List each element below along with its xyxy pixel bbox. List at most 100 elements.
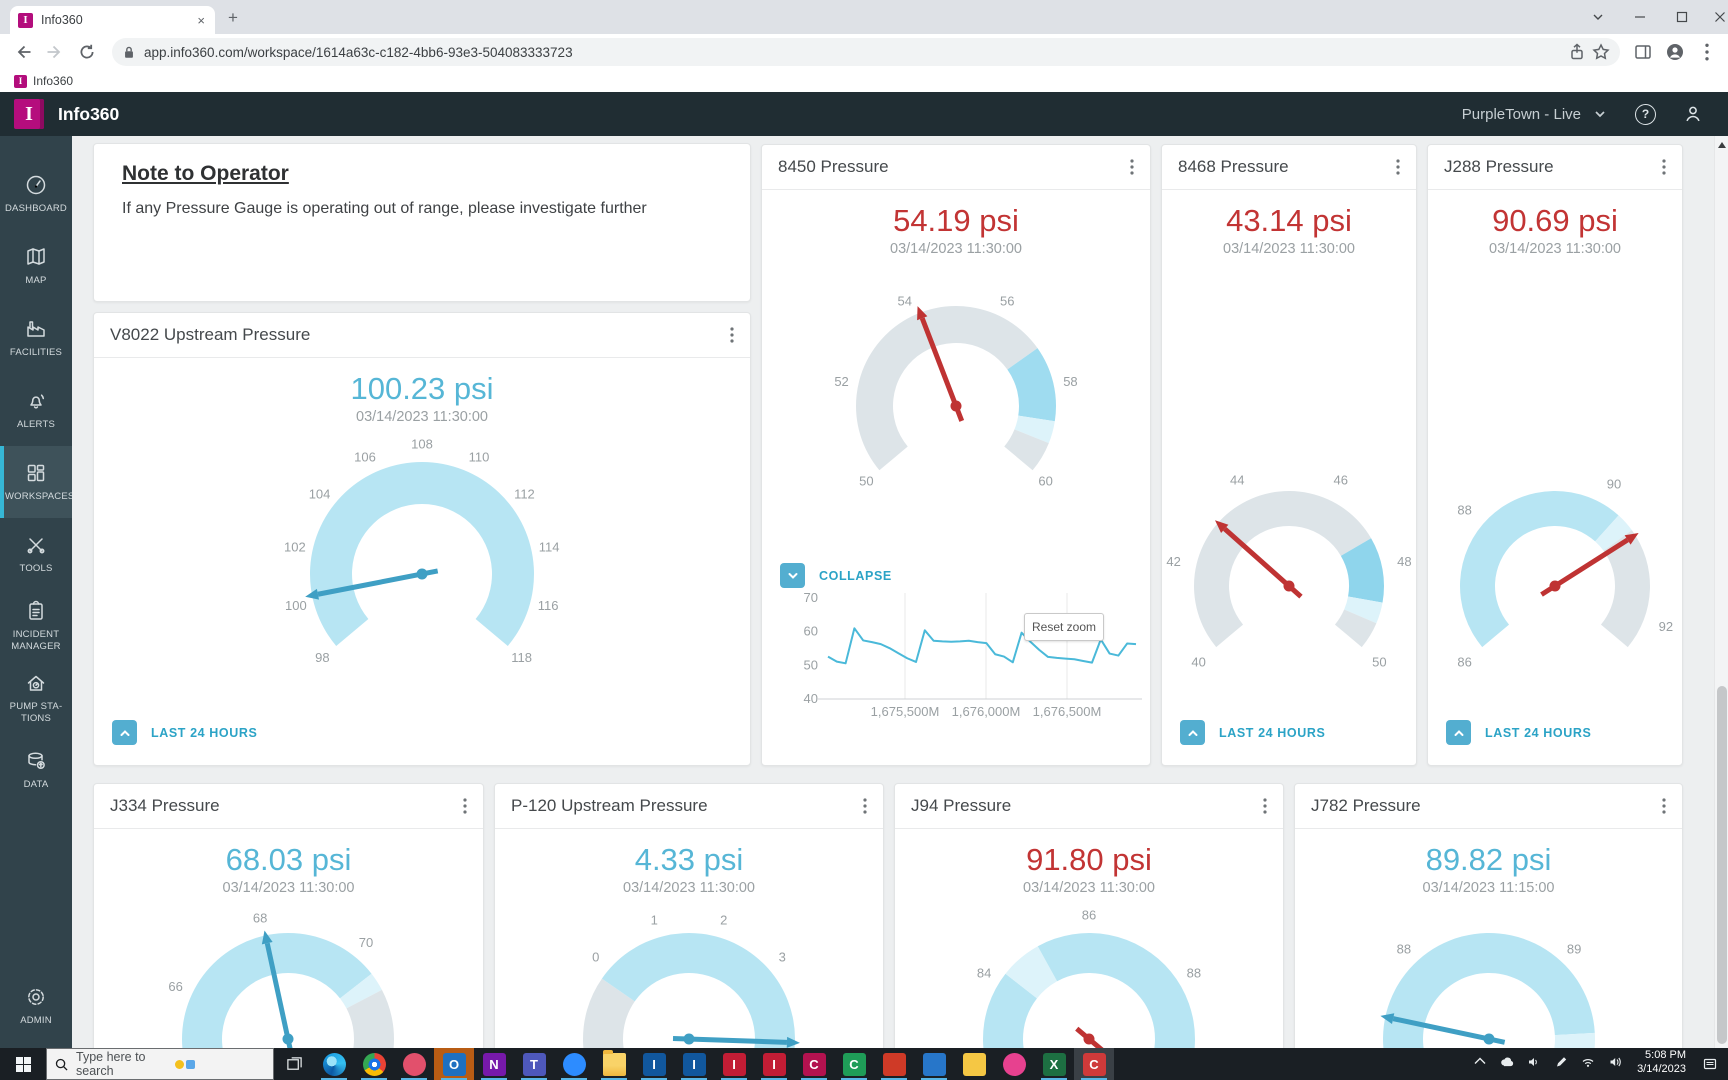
new-tab-button[interactable]: + — [228, 8, 238, 27]
taskbar-app-info-red-2[interactable]: I — [754, 1048, 794, 1080]
browser-tab-strip: I Info360 × + — [0, 0, 1728, 34]
kebab-menu-icon[interactable] — [1662, 798, 1666, 814]
browser-toolbar: app.info360.com/workspace/1614a63c-c182-… — [0, 34, 1728, 70]
bookmark-star-icon[interactable] — [1592, 43, 1610, 61]
kebab-menu-icon[interactable] — [1396, 159, 1400, 175]
sidebar-item-incident-manager[interactable]: INCIDENT MANAGER — [0, 590, 72, 662]
taskbar-app-chrome[interactable] — [354, 1048, 394, 1080]
svg-text:42: 42 — [1166, 554, 1180, 569]
svg-text:3: 3 — [779, 950, 786, 965]
taskbar-app-camtasia[interactable]: C — [1074, 1048, 1114, 1080]
browser-tab[interactable]: I Info360 × — [10, 6, 215, 34]
taskbar-app-info-red-1[interactable]: I — [714, 1048, 754, 1080]
taskbar-app-file-explorer[interactable] — [594, 1048, 634, 1080]
svg-text:70: 70 — [804, 590, 818, 605]
reload-icon[interactable] — [78, 43, 96, 61]
chevron-up-button[interactable] — [112, 720, 137, 745]
taskbar-app-c-green[interactable]: C — [834, 1048, 874, 1080]
taskbar-app-grid-red[interactable] — [874, 1048, 914, 1080]
card-header: V8022 Upstream Pressure — [94, 313, 750, 358]
taskbar-app-zoom[interactable] — [554, 1048, 594, 1080]
taskbar-app-info-blue-2[interactable]: I — [674, 1048, 714, 1080]
sidebar-item-tools[interactable]: TOOLS — [0, 518, 72, 590]
tray-volume-icon[interactable] — [1526, 1054, 1542, 1075]
taskbar-app-sticky-notes[interactable] — [954, 1048, 994, 1080]
pressure-value: 89.82 psi — [1425, 842, 1552, 877]
bookmark-info360[interactable]: I Info360 — [14, 74, 73, 88]
sidebar-item-alerts[interactable]: ALERTS — [0, 374, 72, 446]
weather-widget-icon[interactable] — [174, 1059, 266, 1069]
svg-text:100: 100 — [285, 598, 307, 613]
workspace-selector[interactable]: PurpleTown - Live — [1462, 105, 1609, 123]
side-panel-icon[interactable] — [1634, 43, 1652, 61]
chevron-up-button[interactable] — [1446, 720, 1471, 745]
kebab-menu-icon[interactable] — [730, 327, 734, 343]
tab-search-icon[interactable] — [1578, 0, 1618, 34]
taskbar-app-teams[interactable]: T — [514, 1048, 554, 1080]
task-view-button[interactable] — [274, 1048, 314, 1080]
window-close-button[interactable] — [1700, 0, 1728, 34]
scrollbar-up-arrow[interactable] — [1715, 138, 1728, 152]
kebab-menu-icon[interactable] — [463, 798, 467, 814]
tray-wifi-icon[interactable] — [1580, 1054, 1596, 1075]
reset-zoom-button[interactable]: Reset zoom — [1024, 613, 1104, 641]
share-icon[interactable] — [1568, 43, 1586, 61]
card-title: J288 Pressure — [1444, 157, 1554, 176]
page-scrollbar[interactable] — [1714, 136, 1728, 1048]
chevron-down-button[interactable] — [780, 563, 805, 588]
user-icon[interactable] — [1682, 103, 1704, 125]
tray-cloud-icon[interactable] — [1499, 1054, 1515, 1075]
taskbar-app-pink-round-app[interactable] — [994, 1048, 1034, 1080]
help-icon[interactable]: ? — [1635, 103, 1656, 125]
svg-text:92: 92 — [1659, 619, 1673, 634]
tray-chevron-up-icon[interactable] — [1472, 1054, 1488, 1075]
sidebar-item-map[interactable]: MAP — [0, 230, 72, 302]
sidebar-item-dashboard[interactable]: DASHBOARD — [0, 158, 72, 230]
kebab-menu-icon[interactable] — [1263, 798, 1267, 814]
address-bar[interactable]: app.info360.com/workspace/1614a63c-c182-… — [112, 38, 1620, 66]
last-24-hours-toggle[interactable]: LAST 24 HOURS — [112, 720, 257, 745]
pink-circle-app-icon — [402, 1052, 426, 1076]
kebab-menu-icon[interactable] — [1130, 159, 1134, 175]
collapse-toggle[interactable]: COLLAPSE — [780, 563, 892, 588]
browser-menu-icon[interactable] — [1698, 43, 1716, 61]
taskbar-app-people[interactable] — [914, 1048, 954, 1080]
last-24-hours-toggle[interactable]: LAST 24 HOURS — [1446, 720, 1591, 745]
taskbar-search[interactable]: Type here to search — [46, 1048, 274, 1080]
taskbar-app-pink-circle-app[interactable] — [394, 1048, 434, 1080]
back-icon[interactable] — [14, 43, 32, 61]
scrollbar-thumb[interactable] — [1717, 686, 1727, 1044]
taskbar-app-edge[interactable] — [314, 1048, 354, 1080]
kebab-menu-icon[interactable] — [863, 798, 867, 814]
card-header: P-120 Upstream Pressure — [495, 784, 883, 829]
profile-avatar[interactable] — [1666, 43, 1684, 61]
tab-close-icon[interactable]: × — [197, 12, 205, 28]
workspace-canvas: Note to Operator If any Pressure Gauge i… — [72, 136, 1714, 1048]
taskbar-app-outlook[interactable]: O — [434, 1048, 474, 1080]
taskbar-app-c-magenta[interactable]: C — [794, 1048, 834, 1080]
action-center-button[interactable] — [1692, 1048, 1728, 1080]
window-maximize-button[interactable] — [1662, 0, 1702, 34]
taskbar-app-info-blue-1[interactable]: I — [634, 1048, 674, 1080]
window-minimize-button[interactable] — [1620, 0, 1660, 34]
sidebar-item-admin[interactable]: ADMIN — [0, 970, 72, 1042]
last-24-hours-toggle[interactable]: LAST 24 HOURS — [1180, 720, 1325, 745]
url-text[interactable]: app.info360.com/workspace/1614a63c-c182-… — [144, 44, 573, 60]
timestamp: 03/14/2023 11:30:00 — [623, 880, 755, 896]
sidebar-item-data[interactable]: DATA — [0, 734, 72, 806]
sidebar-item-pump-stations[interactable]: PUMP STA-TIONS — [0, 662, 72, 734]
pressure-value: 68.03 psi — [225, 842, 352, 877]
trend-chart[interactable]: 70 60 50 40 1,675,500M 1,676,000M 1,676,500M — [762, 583, 1150, 735]
start-button[interactable] — [0, 1048, 46, 1080]
sidebar-item-workspaces[interactable]: WORKSPACES — [0, 446, 74, 518]
taskbar-app-excel[interactable]: X — [1034, 1048, 1074, 1080]
search-placeholder: Type here to search — [76, 1050, 146, 1078]
taskbar-app-onenote[interactable]: N — [474, 1048, 514, 1080]
chevron-up-button[interactable] — [1180, 720, 1205, 745]
sidebar-item-facilities[interactable]: FACILITIES — [0, 302, 72, 374]
taskbar-clock[interactable]: 5:08 PM 3/14/2023 — [1631, 1048, 1692, 1080]
tray-speaker-icon[interactable] — [1607, 1054, 1623, 1075]
kebab-menu-icon[interactable] — [1662, 159, 1666, 175]
tray-pen-icon[interactable] — [1553, 1054, 1569, 1075]
card-header: J94 Pressure — [895, 784, 1283, 829]
